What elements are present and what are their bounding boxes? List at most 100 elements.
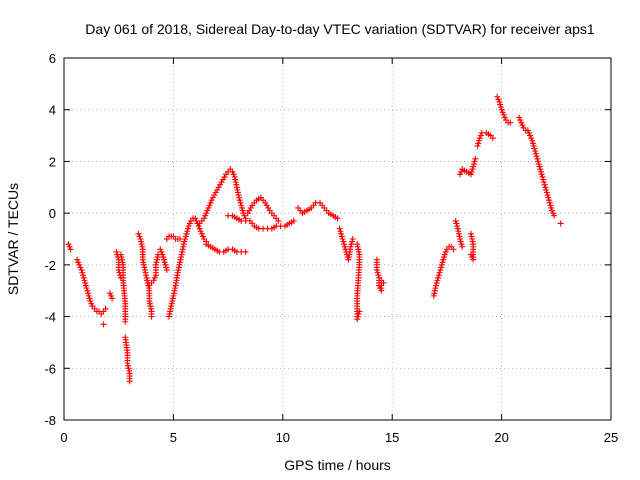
data-point [198, 230, 205, 237]
y-tick-label: -8 [44, 413, 56, 428]
data-point [159, 251, 166, 258]
data-point [546, 197, 553, 204]
data-point [79, 269, 86, 276]
data-point [531, 145, 538, 152]
data-point [527, 132, 534, 139]
data-point [181, 238, 188, 245]
data-point [230, 171, 237, 178]
data-point [536, 163, 543, 170]
data-point [126, 378, 133, 385]
data-point [518, 119, 525, 126]
data-point [497, 104, 504, 111]
y-tick-label: 2 [49, 154, 56, 169]
data-point [543, 189, 550, 196]
data-point [433, 279, 440, 286]
data-point [207, 199, 214, 206]
data-point [136, 233, 143, 240]
data-point [81, 277, 88, 284]
axis-ticks: 0 5 10 15 20 25 -8 -6 -4 -2 0 2 4 6 [44, 51, 618, 445]
data-point [470, 163, 477, 170]
data-point [543, 186, 550, 193]
data-point [236, 194, 243, 201]
data-point [336, 225, 343, 232]
data-point [474, 142, 481, 149]
data-point [557, 220, 564, 227]
data-point [182, 233, 189, 240]
data-point [537, 168, 544, 175]
data-point [532, 150, 539, 157]
data-point [356, 308, 363, 315]
data-point [337, 228, 344, 235]
data-point [238, 204, 245, 211]
data-point [457, 171, 464, 178]
data-point [192, 215, 199, 222]
data-point [496, 98, 503, 105]
data-point [242, 248, 249, 255]
data-point [113, 248, 120, 255]
data-point [434, 277, 441, 284]
data-point [472, 155, 479, 162]
data-point [79, 272, 86, 279]
data-point [347, 243, 354, 250]
data-point [76, 261, 83, 268]
data-point [454, 223, 461, 230]
data-point [435, 274, 442, 281]
x-tick-label: 20 [494, 430, 508, 445]
data-point [470, 161, 477, 168]
data-point [67, 246, 74, 253]
data-point [340, 238, 347, 245]
data-point [438, 261, 445, 268]
data-point [338, 230, 345, 237]
data-point [540, 176, 547, 183]
data-point [160, 254, 167, 261]
data-point [437, 267, 444, 274]
data-point [82, 279, 89, 286]
data-point [468, 168, 475, 175]
data-point [229, 168, 236, 175]
data-point [533, 153, 540, 160]
data-point [458, 168, 465, 175]
data-point [88, 300, 95, 307]
data-point [548, 207, 555, 214]
data-point [338, 233, 345, 240]
data-point [457, 236, 464, 242]
data-point [471, 158, 478, 165]
data-point [499, 109, 506, 116]
data-point [547, 202, 554, 209]
x-tick-label: 15 [385, 430, 399, 445]
data-point [144, 277, 151, 284]
data-point [467, 251, 474, 258]
data-point [477, 132, 484, 139]
data-point [186, 220, 193, 227]
data-point [438, 264, 445, 271]
data-point [349, 236, 356, 242]
data-point [507, 119, 514, 126]
data-point [108, 292, 115, 299]
data-point [374, 269, 381, 276]
data-point [545, 194, 552, 201]
data-point [290, 217, 297, 224]
data-point [202, 212, 209, 219]
data-point [475, 140, 482, 147]
x-axis-label: GPS time / hours [284, 457, 391, 473]
data-point [469, 166, 476, 173]
y-axis-label: SDTVAR / TECUs [5, 183, 21, 295]
data-point [239, 207, 246, 214]
x-tick-label: 5 [170, 430, 177, 445]
data-point [86, 295, 93, 302]
y-tick-label: -4 [44, 310, 56, 325]
data-point [83, 285, 90, 292]
data-point [489, 135, 496, 142]
data-point [85, 292, 92, 299]
x-tick-label: 25 [604, 430, 618, 445]
y-tick-label: 0 [49, 206, 56, 221]
data-point [459, 243, 466, 250]
data-point [205, 204, 212, 211]
data-point [541, 181, 548, 188]
data-point [380, 279, 387, 286]
data-point [78, 267, 85, 274]
data-point [450, 246, 457, 253]
x-tick-label: 10 [276, 430, 290, 445]
data-point [150, 277, 157, 284]
